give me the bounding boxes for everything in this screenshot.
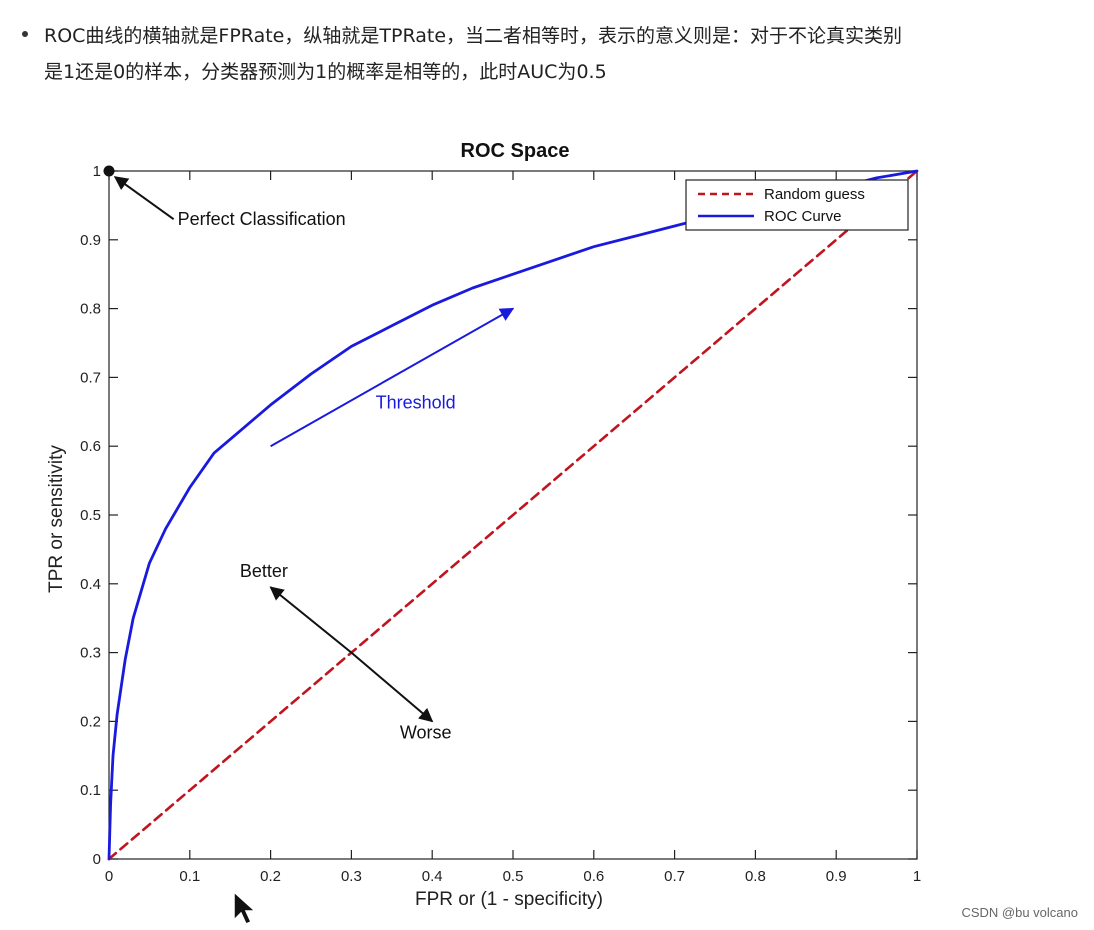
chart-title: ROC Space [461,140,570,162]
x-tick-label: 0.3 [341,868,362,885]
y-tick-label: 0.7 [80,369,101,386]
legend-box [685,179,909,231]
mouse-pointer-icon [232,890,258,930]
y-tick-label: 0.4 [80,576,101,593]
y-tick-label: 1 [93,163,101,180]
y-tick-label: 0.1 [80,782,101,799]
x-axis-label: FPR or (1 - specificity) [415,889,603,910]
perfect-classification-point [103,165,115,177]
x-tick-label: 0.5 [503,868,524,885]
x-tick-label: 0.8 [745,868,766,885]
perfect-classification-label: Perfect Classification [178,209,346,229]
y-tick-label: 0.9 [80,232,101,249]
y-tick-label: 0.8 [80,301,101,318]
perfect-classification-arrow [113,176,175,220]
bullet-text: ROC曲线的横轴就是FPRate，纵轴就是TPRate，当二者相等时，表示的意义… [44,18,902,90]
x-tick-label: 0.6 [583,868,604,885]
bullet-paragraph: ROC曲线的横轴就是FPRate，纵轴就是TPRate，当二者相等时，表示的意义… [22,18,1062,90]
y-tick-label: 0.5 [80,507,101,524]
x-tick-label: 0 [105,868,113,885]
bullet-line-1: ROC曲线的横轴就是FPRate，纵轴就是TPRate，当二者相等时，表示的意义… [44,25,903,47]
y-tick-label: 0 [93,851,101,868]
better-label: Better [240,561,288,581]
worse-arrow [350,651,434,723]
bullet-icon [22,31,28,37]
x-tick-label: 0.7 [664,868,685,885]
threshold-label: Threshold [376,392,456,412]
y-tick-label: 0.6 [80,438,101,455]
x-tick-label: 0.4 [422,868,443,885]
y-tick-label: 0.3 [80,645,101,662]
x-tick-label: 0.2 [260,868,281,885]
legend-roc-curve-label: ROC Curve [764,208,842,225]
x-tick-label: 0.9 [826,868,847,885]
y-tick-label: 0.2 [80,713,101,730]
x-tick-label: 1 [913,868,921,885]
threshold-arrow [270,307,515,448]
worse-label: Worse [400,723,452,743]
y-axis-label: TPR or sensitivity [46,445,67,593]
x-tick-label: 0.1 [179,868,200,885]
legend-random-guess-label: Random guess [764,186,865,203]
bullet-line-2: 是1还是0的样本，分类器预测为1的概率是相等的，此时AUC为0.5 [44,61,607,83]
random-guess-line [107,169,919,861]
watermark: CSDN @bu volcano [961,905,1078,920]
better-arrow [269,586,353,654]
